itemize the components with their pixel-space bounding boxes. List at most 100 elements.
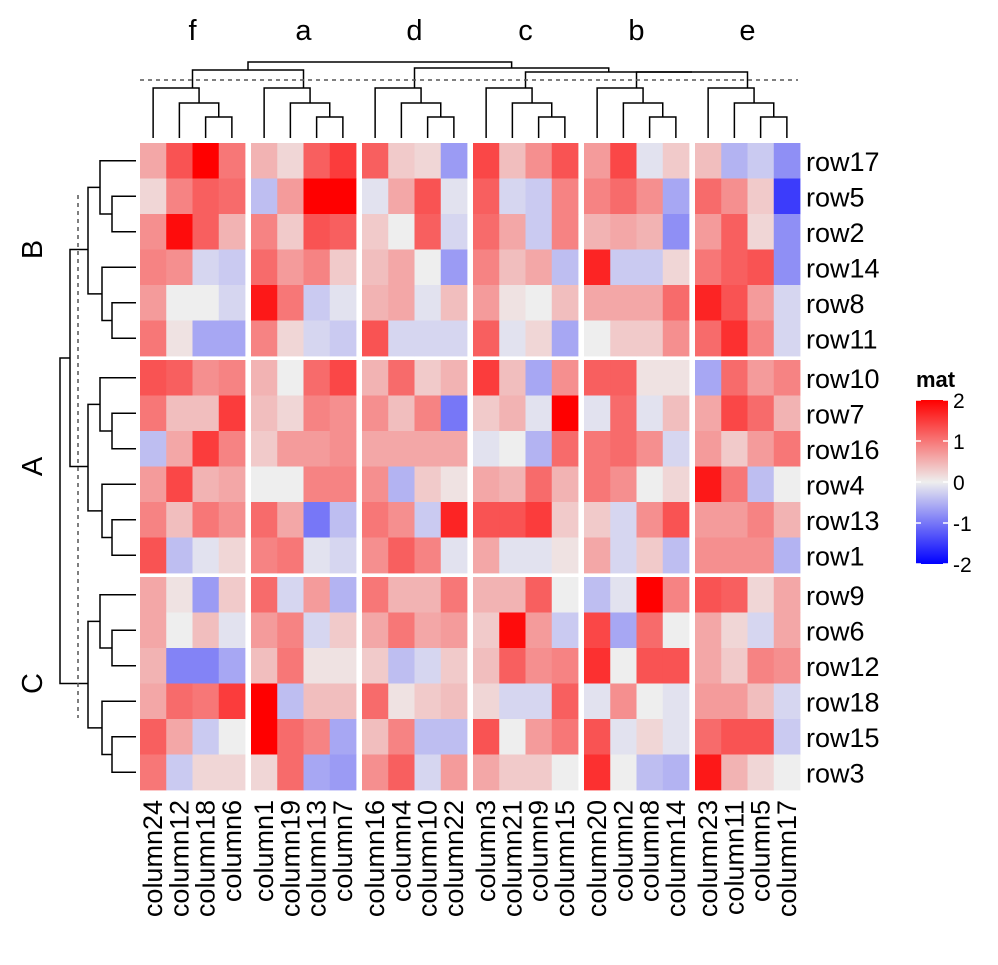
heatmap-cell <box>303 431 331 467</box>
column-dendrogram-branch <box>426 116 455 138</box>
heatmap-cell <box>166 178 193 215</box>
heatmap-cell <box>499 466 526 503</box>
heatmap-cell <box>251 719 278 755</box>
heatmap-cell <box>414 214 442 250</box>
heatmap-cell <box>773 754 801 791</box>
column-label: column20 <box>582 800 612 917</box>
heatmap-cell <box>303 754 331 791</box>
heatmap-cell <box>525 143 553 179</box>
heatmap-cell <box>584 178 611 215</box>
heatmap-cell <box>773 143 801 179</box>
heatmap-cell <box>362 178 389 215</box>
heatmap-cell <box>473 214 500 250</box>
heatmap-cell <box>277 214 304 250</box>
heatmap-cell <box>140 754 167 791</box>
heatmap-cell <box>584 537 611 574</box>
heatmap-cell <box>362 719 389 755</box>
heatmap-cell <box>695 754 722 791</box>
heatmap-cell <box>721 360 748 396</box>
row-label: row14 <box>806 253 880 283</box>
heatmap-cell <box>499 502 526 538</box>
heatmap-cell <box>525 214 553 250</box>
column-dendrogram-branch <box>152 87 200 138</box>
heatmap-cell <box>525 466 553 503</box>
heatmap-cell <box>251 143 278 179</box>
heatmap-cell <box>277 249 304 286</box>
heatmap-cell <box>218 178 246 215</box>
heatmap-cell <box>662 395 690 432</box>
heatmap-cell <box>551 214 579 250</box>
heatmap-cell <box>499 683 526 720</box>
heatmap-cell <box>362 395 389 432</box>
heatmap-cell <box>166 320 193 357</box>
heatmap-cell <box>610 648 637 684</box>
heatmap-cell <box>218 431 246 467</box>
column-label: column5 <box>746 800 776 902</box>
heatmap-cell <box>610 719 637 755</box>
heatmap-cell <box>414 360 442 396</box>
column-label: column16 <box>360 800 390 917</box>
column-dendrogram-branch <box>247 61 513 70</box>
heatmap-cell <box>773 249 801 286</box>
heatmap-cell <box>695 683 722 720</box>
heatmap-cell <box>388 754 415 791</box>
column-dendrogram-branch <box>485 87 533 138</box>
row-slice-title: B <box>17 240 49 259</box>
column-label: column4 <box>386 800 416 902</box>
heatmap-cell <box>303 178 331 215</box>
heatmap-cell <box>636 719 664 755</box>
row-slice-title: A <box>17 456 49 476</box>
heatmap-cell <box>329 178 357 215</box>
heatmap-cell <box>388 395 415 432</box>
column-dendrogram-branch <box>511 102 553 138</box>
heatmap-cell <box>440 719 468 755</box>
row-dendrogram-branch <box>87 403 102 512</box>
heatmap-cell <box>499 178 526 215</box>
heatmap-cell <box>695 719 722 755</box>
heatmap-cell <box>773 537 801 574</box>
row-dendrogram-branch <box>87 186 102 295</box>
column-label: column17 <box>772 800 802 917</box>
heatmap-cell <box>721 648 748 684</box>
heatmap-cell <box>525 395 553 432</box>
heatmap-cell <box>192 143 220 179</box>
heatmap-cell <box>695 320 722 357</box>
row-dendrogram-branch <box>101 266 136 322</box>
row-slice-title: C <box>17 673 49 694</box>
row-dendrogram-branch <box>101 483 136 539</box>
heatmap-cell <box>362 612 389 649</box>
heatmap-cell <box>695 577 722 613</box>
heatmap-cell <box>747 214 775 250</box>
heatmap-cell <box>414 537 442 574</box>
heatmap-cell <box>166 719 193 755</box>
heatmap-cell <box>277 502 304 538</box>
heatmap-cell <box>584 214 611 250</box>
heatmap-cell <box>773 577 801 613</box>
heatmap-cell <box>388 249 415 286</box>
heatmap-cell <box>329 466 357 503</box>
heatmap-cell <box>610 360 637 396</box>
row-dendrogram-branch <box>111 519 136 556</box>
heatmap-cell <box>251 648 278 684</box>
heatmap-cell <box>362 320 389 357</box>
heatmap-cell <box>721 395 748 432</box>
column-label: column7 <box>328 800 358 902</box>
heatmap-cell <box>166 683 193 720</box>
heatmap-cell <box>662 754 690 791</box>
heatmap-cell <box>192 683 220 720</box>
heatmap-cell <box>747 537 775 574</box>
row-label: row1 <box>806 541 865 571</box>
heatmap-cell <box>388 285 415 321</box>
heatmap-cell <box>329 320 357 357</box>
heatmap-cell <box>440 466 468 503</box>
heatmap-cell <box>473 719 500 755</box>
heatmap-cell <box>303 249 331 286</box>
heatmap-cell <box>721 320 748 357</box>
heatmap-cell <box>251 395 278 432</box>
heatmap-cell <box>747 395 775 432</box>
heatmap-cell <box>329 577 357 613</box>
heatmap-cell <box>329 612 357 649</box>
heatmap-cell <box>166 431 193 467</box>
heatmap-cell <box>192 502 220 538</box>
column-label: column23 <box>693 800 723 917</box>
